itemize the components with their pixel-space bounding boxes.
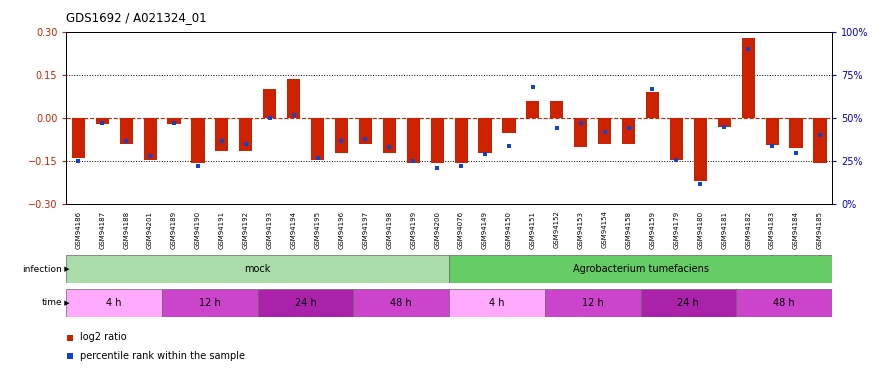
Bar bbox=[455, 118, 467, 163]
Text: time: time bbox=[42, 298, 62, 307]
Text: 48 h: 48 h bbox=[390, 298, 412, 308]
Bar bbox=[718, 118, 731, 127]
Bar bbox=[143, 118, 157, 160]
Bar bbox=[119, 118, 133, 144]
Text: 12 h: 12 h bbox=[581, 298, 604, 308]
Bar bbox=[449, 255, 832, 283]
Bar bbox=[96, 118, 109, 124]
Bar bbox=[66, 255, 449, 283]
Text: Agrobacterium tumefaciens: Agrobacterium tumefaciens bbox=[573, 264, 709, 274]
Bar bbox=[641, 289, 736, 317]
Bar bbox=[335, 118, 348, 153]
Bar bbox=[358, 118, 372, 144]
Bar bbox=[72, 118, 85, 158]
Bar bbox=[503, 118, 516, 132]
Bar bbox=[431, 118, 443, 163]
Bar bbox=[766, 118, 779, 146]
Text: GDS1692 / A021324_01: GDS1692 / A021324_01 bbox=[66, 11, 207, 24]
Text: log2 ratio: log2 ratio bbox=[81, 333, 127, 342]
Text: infection: infection bbox=[22, 265, 62, 274]
Bar bbox=[191, 118, 204, 163]
Bar bbox=[550, 101, 564, 118]
Bar bbox=[407, 118, 419, 163]
Text: mock: mock bbox=[244, 264, 271, 274]
Text: 24 h: 24 h bbox=[295, 298, 317, 308]
Bar bbox=[598, 118, 612, 144]
Bar bbox=[66, 289, 162, 317]
Bar bbox=[527, 101, 540, 118]
Bar bbox=[449, 289, 545, 317]
Bar bbox=[162, 289, 258, 317]
Bar bbox=[263, 89, 276, 118]
Bar bbox=[215, 118, 228, 151]
Text: ▶: ▶ bbox=[62, 300, 70, 306]
Bar bbox=[382, 118, 396, 153]
Bar bbox=[789, 118, 803, 148]
Bar bbox=[258, 289, 353, 317]
Bar bbox=[287, 80, 300, 118]
Bar bbox=[813, 118, 827, 163]
Bar bbox=[239, 118, 252, 151]
Bar bbox=[311, 118, 324, 160]
Text: 48 h: 48 h bbox=[773, 298, 795, 308]
Bar bbox=[574, 118, 588, 147]
Text: 4 h: 4 h bbox=[106, 298, 122, 308]
Text: 4 h: 4 h bbox=[489, 298, 504, 308]
Text: 12 h: 12 h bbox=[199, 298, 220, 308]
Bar bbox=[736, 289, 832, 317]
Text: ▶: ▶ bbox=[62, 266, 70, 272]
Bar bbox=[545, 289, 641, 317]
Bar bbox=[353, 289, 449, 317]
Text: percentile rank within the sample: percentile rank within the sample bbox=[81, 351, 245, 361]
Bar bbox=[622, 118, 635, 144]
Bar bbox=[670, 118, 683, 160]
Bar bbox=[479, 118, 491, 153]
Bar bbox=[167, 118, 181, 124]
Bar bbox=[742, 38, 755, 118]
Bar bbox=[694, 118, 707, 182]
Bar bbox=[646, 92, 659, 118]
Text: 24 h: 24 h bbox=[678, 298, 699, 308]
